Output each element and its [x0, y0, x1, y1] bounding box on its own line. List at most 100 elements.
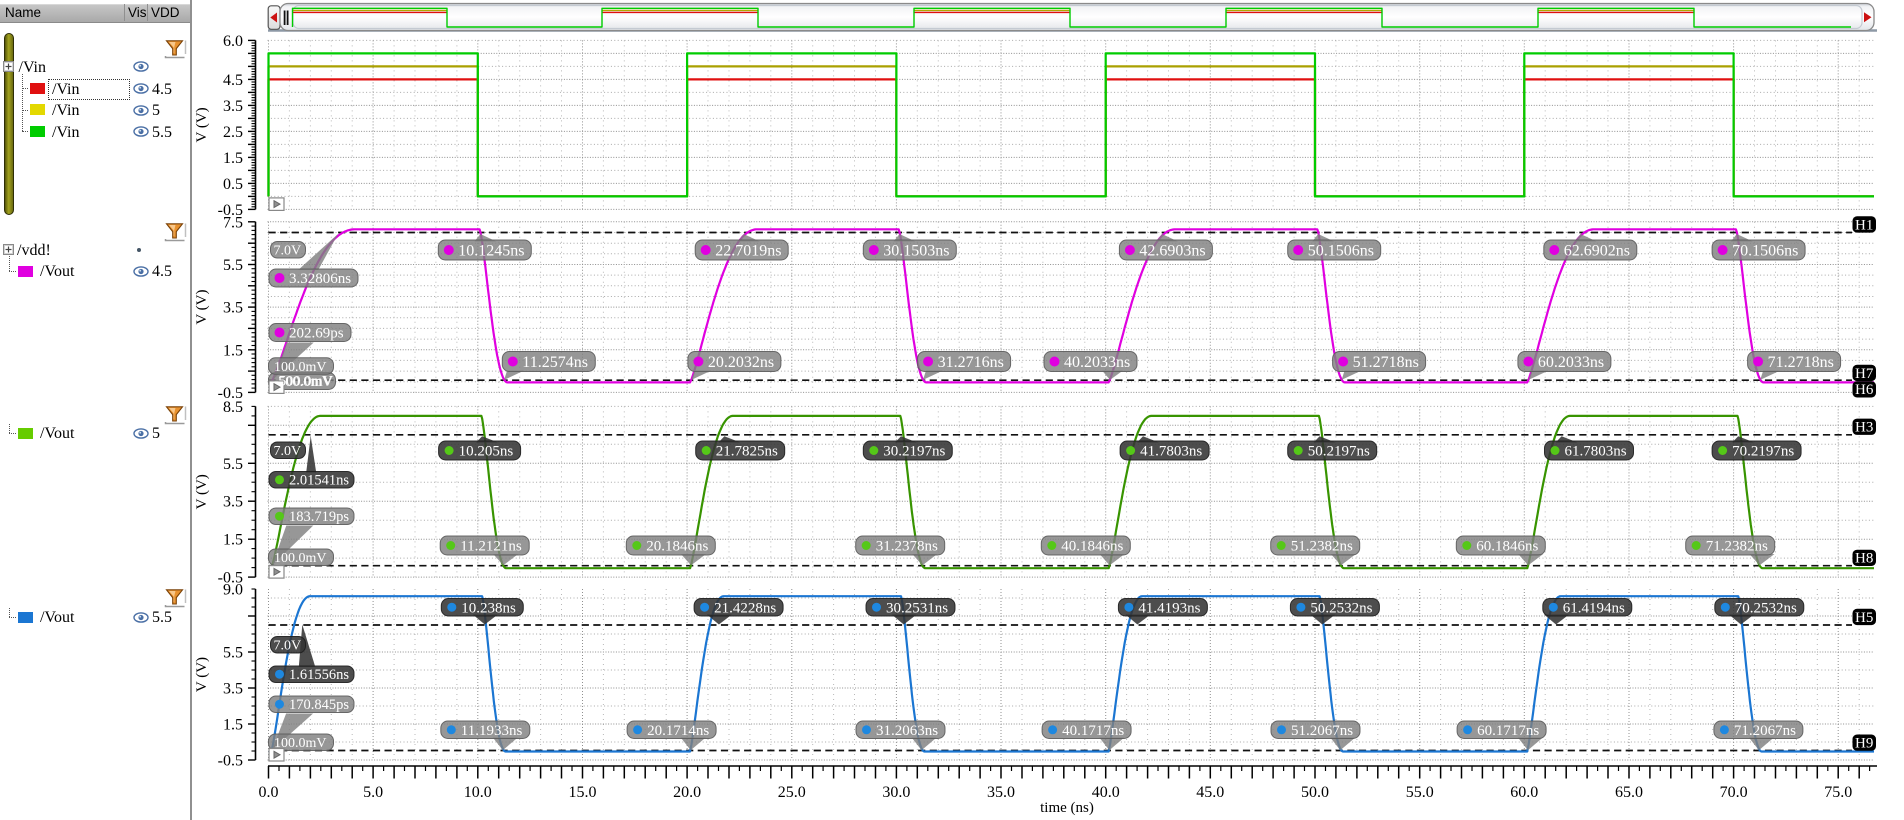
svg-text:30.1503ns: 30.1503ns	[883, 242, 949, 259]
svg-text:50.1506ns: 50.1506ns	[1308, 242, 1374, 259]
svg-text:H8: H8	[1855, 551, 1873, 567]
svg-text:45.0: 45.0	[1196, 784, 1224, 801]
svg-text:75.0: 75.0	[1824, 784, 1852, 801]
svg-text:10.238ns: 10.238ns	[461, 600, 516, 616]
svg-text:H1: H1	[1855, 217, 1873, 233]
svg-text:11.2121ns: 11.2121ns	[460, 539, 522, 555]
svg-text:100.0mV: 100.0mV	[274, 551, 327, 566]
svg-text:31.2716ns: 31.2716ns	[938, 354, 1004, 371]
svg-text:35.0: 35.0	[987, 784, 1015, 801]
svg-text:70.2197ns: 70.2197ns	[1732, 444, 1794, 460]
svg-text:8.5: 8.5	[223, 399, 243, 416]
svg-text:51.2382ns: 51.2382ns	[1291, 539, 1353, 555]
svg-text:70.2532ns: 70.2532ns	[1735, 600, 1797, 616]
svg-text:H5: H5	[1855, 610, 1873, 626]
svg-text:3.32806ns: 3.32806ns	[289, 271, 351, 287]
svg-text:21.4228ns: 21.4228ns	[714, 600, 776, 616]
svg-text:5.0: 5.0	[363, 784, 383, 801]
svg-text:-0.5: -0.5	[218, 570, 243, 587]
svg-text:10.0: 10.0	[464, 784, 492, 801]
svg-text:60.1717ns: 60.1717ns	[1477, 723, 1539, 739]
svg-text:40.0: 40.0	[1092, 784, 1120, 801]
svg-text:-0.5: -0.5	[218, 385, 243, 402]
svg-text:H3: H3	[1855, 420, 1873, 436]
svg-text:5.5: 5.5	[223, 645, 243, 662]
svg-text:50.2197ns: 50.2197ns	[1308, 444, 1370, 460]
svg-text:30.0: 30.0	[882, 784, 910, 801]
svg-text:7.5: 7.5	[223, 214, 243, 231]
svg-text:50.0: 50.0	[1301, 784, 1329, 801]
svg-text:55.0: 55.0	[1406, 784, 1434, 801]
svg-text:0.0: 0.0	[259, 784, 279, 801]
svg-text:2.5: 2.5	[223, 124, 243, 141]
svg-text:time (ns): time (ns)	[1040, 800, 1094, 816]
svg-text:H9: H9	[1855, 736, 1873, 752]
svg-text:7.0V: 7.0V	[274, 244, 302, 259]
svg-text:V (V): V (V)	[194, 107, 210, 142]
svg-text:170.845ps: 170.845ps	[289, 697, 349, 713]
svg-text:-0.5: -0.5	[218, 753, 243, 770]
svg-text:41.7803ns: 41.7803ns	[1140, 444, 1202, 460]
svg-text:1.5: 1.5	[223, 150, 243, 167]
svg-text:20.2032ns: 20.2032ns	[708, 354, 774, 371]
svg-text:183.719ps: 183.719ps	[289, 509, 349, 525]
svg-text:9.0: 9.0	[223, 582, 243, 599]
svg-text:6.0: 6.0	[223, 33, 243, 50]
svg-text:60.2033ns: 60.2033ns	[1538, 354, 1604, 371]
svg-text:61.7803ns: 61.7803ns	[1565, 444, 1627, 460]
svg-text:5.5: 5.5	[223, 257, 243, 274]
svg-text:-500.0mV: -500.0mV	[273, 374, 333, 390]
svg-text:-500.0mV: -500.0mV	[274, 374, 334, 390]
svg-text:3.5: 3.5	[223, 681, 243, 698]
svg-text:20.1714ns: 20.1714ns	[647, 723, 709, 739]
svg-text:31.2063ns: 31.2063ns	[876, 723, 938, 739]
svg-text:25.0: 25.0	[778, 784, 806, 801]
svg-text:40.2033ns: 40.2033ns	[1064, 354, 1130, 371]
svg-text:60.0: 60.0	[1510, 784, 1538, 801]
svg-text:3.5: 3.5	[223, 300, 243, 317]
svg-text:65.0: 65.0	[1615, 784, 1643, 801]
svg-text:7.0V: 7.0V	[274, 639, 302, 654]
svg-text:40.1717ns: 40.1717ns	[1062, 723, 1124, 739]
svg-text:62.6902ns: 62.6902ns	[1564, 242, 1630, 259]
svg-text:70.0: 70.0	[1720, 784, 1748, 801]
svg-text:71.2718ns: 71.2718ns	[1768, 354, 1834, 371]
svg-text:51.2718ns: 51.2718ns	[1353, 354, 1419, 371]
svg-text:41.4193ns: 41.4193ns	[1138, 600, 1200, 616]
svg-text:3.5: 3.5	[223, 494, 243, 511]
svg-text:40.1846ns: 40.1846ns	[1061, 539, 1123, 555]
svg-text:30.2531ns: 30.2531ns	[886, 600, 948, 616]
svg-text:1.5: 1.5	[223, 717, 243, 734]
svg-text:10.205ns: 10.205ns	[459, 444, 514, 460]
svg-text:V (V): V (V)	[194, 474, 210, 509]
svg-text:-0.5: -0.5	[218, 202, 243, 219]
svg-text:50.2532ns: 50.2532ns	[1310, 600, 1372, 616]
svg-text:71.2382ns: 71.2382ns	[1706, 539, 1768, 555]
svg-text:31.2378ns: 31.2378ns	[876, 539, 938, 555]
svg-text:5.5: 5.5	[223, 456, 243, 473]
svg-text:70.1506ns: 70.1506ns	[1732, 242, 1798, 259]
svg-text:2.01541ns: 2.01541ns	[289, 473, 349, 489]
svg-text:4.5: 4.5	[223, 72, 243, 89]
svg-text:42.6903ns: 42.6903ns	[1139, 242, 1205, 259]
svg-text:100.0mV: 100.0mV	[274, 360, 327, 375]
svg-text:202.69ps: 202.69ps	[289, 326, 344, 342]
svg-text:V (V): V (V)	[194, 657, 210, 692]
svg-text:10.1245ns: 10.1245ns	[458, 242, 524, 259]
svg-text:60.1846ns: 60.1846ns	[1476, 539, 1538, 555]
svg-text:11.1933ns: 11.1933ns	[461, 723, 523, 739]
svg-text:11.2574ns: 11.2574ns	[522, 354, 588, 371]
svg-text:30.2197ns: 30.2197ns	[883, 444, 945, 460]
svg-text:3.5: 3.5	[223, 98, 243, 115]
svg-text:V (V): V (V)	[194, 290, 210, 325]
svg-text:22.7019ns: 22.7019ns	[715, 242, 781, 259]
svg-text:21.7825ns: 21.7825ns	[716, 444, 778, 460]
svg-text:51.2067ns: 51.2067ns	[1291, 723, 1353, 739]
svg-text:7.0V: 7.0V	[274, 444, 302, 459]
svg-text:20.1846ns: 20.1846ns	[646, 539, 708, 555]
svg-text:H6: H6	[1855, 382, 1874, 398]
svg-text:20.0: 20.0	[673, 784, 701, 801]
svg-text:1.5: 1.5	[223, 342, 243, 359]
svg-text:71.2067ns: 71.2067ns	[1734, 723, 1796, 739]
svg-text:100.0mV: 100.0mV	[274, 736, 327, 751]
